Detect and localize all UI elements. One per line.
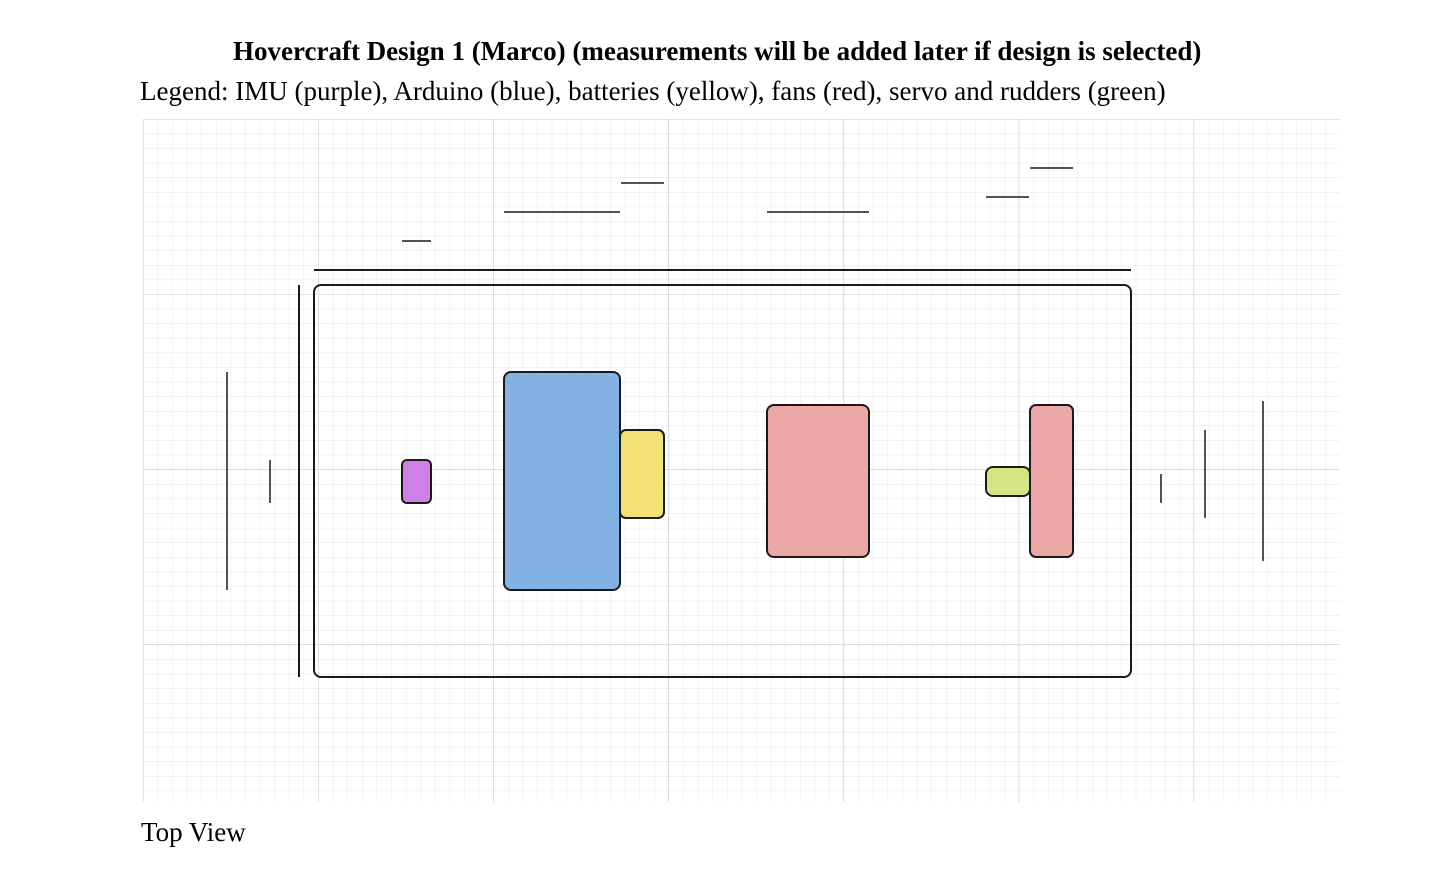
fan-2-block — [1029, 404, 1074, 558]
diagram-legend: Legend: IMU (purple), Arduino (blue), ba… — [140, 76, 1166, 106]
fan-1-block — [766, 404, 870, 558]
view-caption: Top View — [141, 817, 246, 847]
hull-outline — [313, 284, 1132, 678]
grid-major-lines — [143, 119, 1340, 802]
servo-rudder-block — [985, 466, 1031, 497]
arduino-block — [503, 371, 621, 591]
imu-block — [401, 459, 432, 504]
diagram-title: Hovercraft Design 1 (Marco) (measurement… — [233, 36, 1202, 66]
batteries-block — [619, 429, 665, 519]
